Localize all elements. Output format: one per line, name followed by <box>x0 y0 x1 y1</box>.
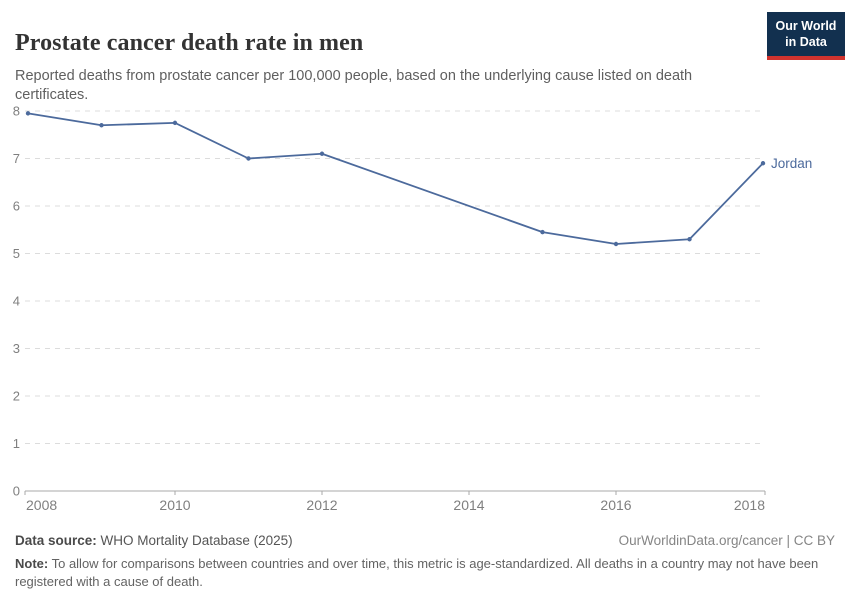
data-point <box>687 237 692 242</box>
y-axis-tick-label: 5 <box>13 246 20 261</box>
data-source: Data source: WHO Mortality Database (202… <box>15 533 293 548</box>
x-axis-tick-label: 2010 <box>159 497 190 513</box>
owid-logo[interactable]: Our World in Data <box>767 12 845 60</box>
x-axis-tick-label: 2016 <box>600 497 631 513</box>
source-row: Data source: WHO Mortality Database (202… <box>15 533 835 548</box>
data-point <box>540 229 545 235</box>
page-title: Prostate cancer death rate in men <box>15 30 364 57</box>
line-chart: 0 1 2 3 4 5 6 7 8 2008 2010 2012 2014 2016 2018 Jordan <box>13 104 813 514</box>
chart-subtitle: Reported deaths from prostate cancer per… <box>15 67 693 103</box>
x-axis-tick-label: 2008 <box>26 497 57 513</box>
data-point <box>172 120 178 126</box>
y-axis-tick-label: 4 <box>13 294 20 309</box>
y-axis-tick-label: 2 <box>13 389 20 404</box>
series-label-jordan: Jordan <box>771 156 812 171</box>
x-axis-tick-label: 2014 <box>453 497 484 513</box>
note-label: Note: <box>15 556 49 571</box>
y-axis-tick-label: 0 <box>13 484 20 499</box>
chart-note: Note: To allow for comparisons between c… <box>15 555 827 591</box>
data-source-value: WHO Mortality Database (2025) <box>96 533 293 548</box>
data-point <box>246 156 251 161</box>
owid-logo-line1: Our World <box>775 19 837 33</box>
y-axis-tick-label: 7 <box>13 151 20 166</box>
data-source-label: Data source: <box>15 533 97 548</box>
attribution-link: OurWorldinData.org/cancer | CC BY <box>618 533 835 548</box>
x-axis-tick-label: 2012 <box>306 497 337 513</box>
data-point <box>760 161 766 166</box>
data-point <box>613 241 619 247</box>
owid-logo-line2: in Data <box>785 35 827 50</box>
chart-footer: Data source: WHO Mortality Database (202… <box>15 533 835 591</box>
data-point <box>319 151 325 156</box>
x-axis-tick-label: 2018 <box>734 497 765 513</box>
y-axis-tick-label: 1 <box>13 436 20 451</box>
y-axis-tick-label: 8 <box>13 104 20 119</box>
y-axis-tick-label: 6 <box>13 199 20 214</box>
trend-line-jordan <box>27 112 764 245</box>
note-text: To allow for comparisons between countri… <box>15 556 819 590</box>
data-point <box>99 123 104 128</box>
y-axis-tick-label: 3 <box>13 341 20 356</box>
data-point <box>25 111 31 116</box>
